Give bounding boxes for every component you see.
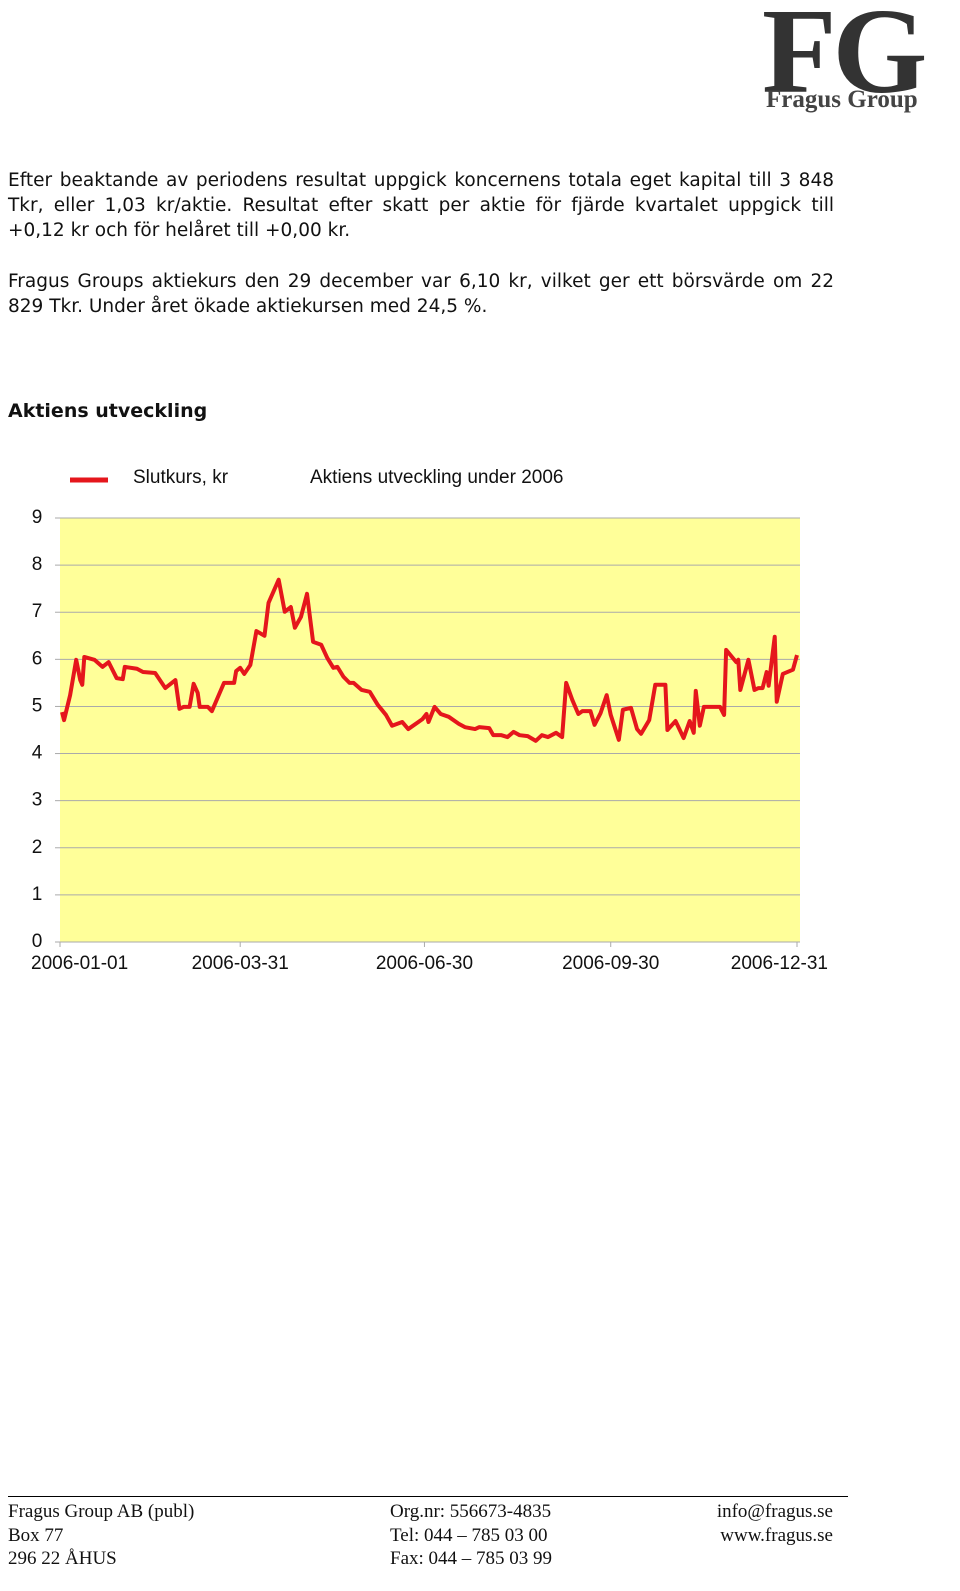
y-tick-label: 3: [32, 790, 43, 811]
footer-column: info@fragus.se www.fragus.se: [717, 1500, 833, 1547]
price-line: [60, 577, 799, 743]
chart-title: Aktiens utveckling under 2006: [310, 467, 564, 488]
logo-name: Fragus Group: [766, 86, 918, 113]
y-tick-label: 2: [32, 837, 43, 858]
x-tick-label: 2006-09-30: [562, 953, 659, 974]
chart: 0 1 2 3 4 5 6 7 8 9 2006-01-01 2006-03-31 2006-06-30…: [31, 467, 828, 974]
y-tick-label: 6: [32, 648, 43, 669]
y-tick-label: 7: [32, 601, 43, 622]
footer-rule: [8, 1496, 848, 1497]
y-tick-label: 1: [32, 884, 43, 905]
footer-text: Fax: 044 – 785 03 99: [390, 1548, 553, 1569]
x-tick-label: 2006-03-31: [192, 953, 289, 974]
footer-text: Fragus Group AB (publ): [8, 1501, 195, 1522]
section-heading: Aktiens utveckling: [8, 400, 208, 422]
logo-mark: FG: [762, 0, 927, 119]
y-tick-label: 5: [32, 695, 43, 716]
footer-text: info@fragus.se: [716, 1501, 833, 1522]
footer-text: www.fragus.se: [720, 1524, 833, 1546]
footer-text: 296 22 ÅHUS: [8, 1548, 117, 1569]
x-tick-label: 2006-12-31: [731, 953, 828, 974]
paragraph: Efter beaktande av periodens resultat up…: [8, 170, 834, 241]
legend-label: Slutkurs, kr: [133, 467, 229, 488]
footer-text: Box 77: [8, 1524, 64, 1546]
x-tick-label: 2006-06-30: [376, 953, 473, 974]
y-tick-label: 0: [32, 931, 43, 952]
y-tick-label: 8: [32, 554, 43, 575]
y-tick-label: 9: [32, 507, 43, 528]
footer-text: Tel: 044 – 785 03 00: [390, 1524, 548, 1546]
paragraph: Fragus Groups aktiekurs den 29 december …: [8, 271, 834, 317]
plot-area: [60, 518, 800, 942]
footer-column: Fragus Group AB (publ) Box 77 296 22 ÅHU…: [8, 1500, 194, 1571]
footer-text: Org.nr: 556673-4835: [390, 1501, 552, 1522]
y-tick-label: 4: [32, 743, 43, 764]
footer-column: Org.nr: 556673-4835 Tel: 044 – 785 03 00…: [390, 1500, 552, 1571]
x-tick-label: 2006-01-01: [31, 953, 128, 974]
